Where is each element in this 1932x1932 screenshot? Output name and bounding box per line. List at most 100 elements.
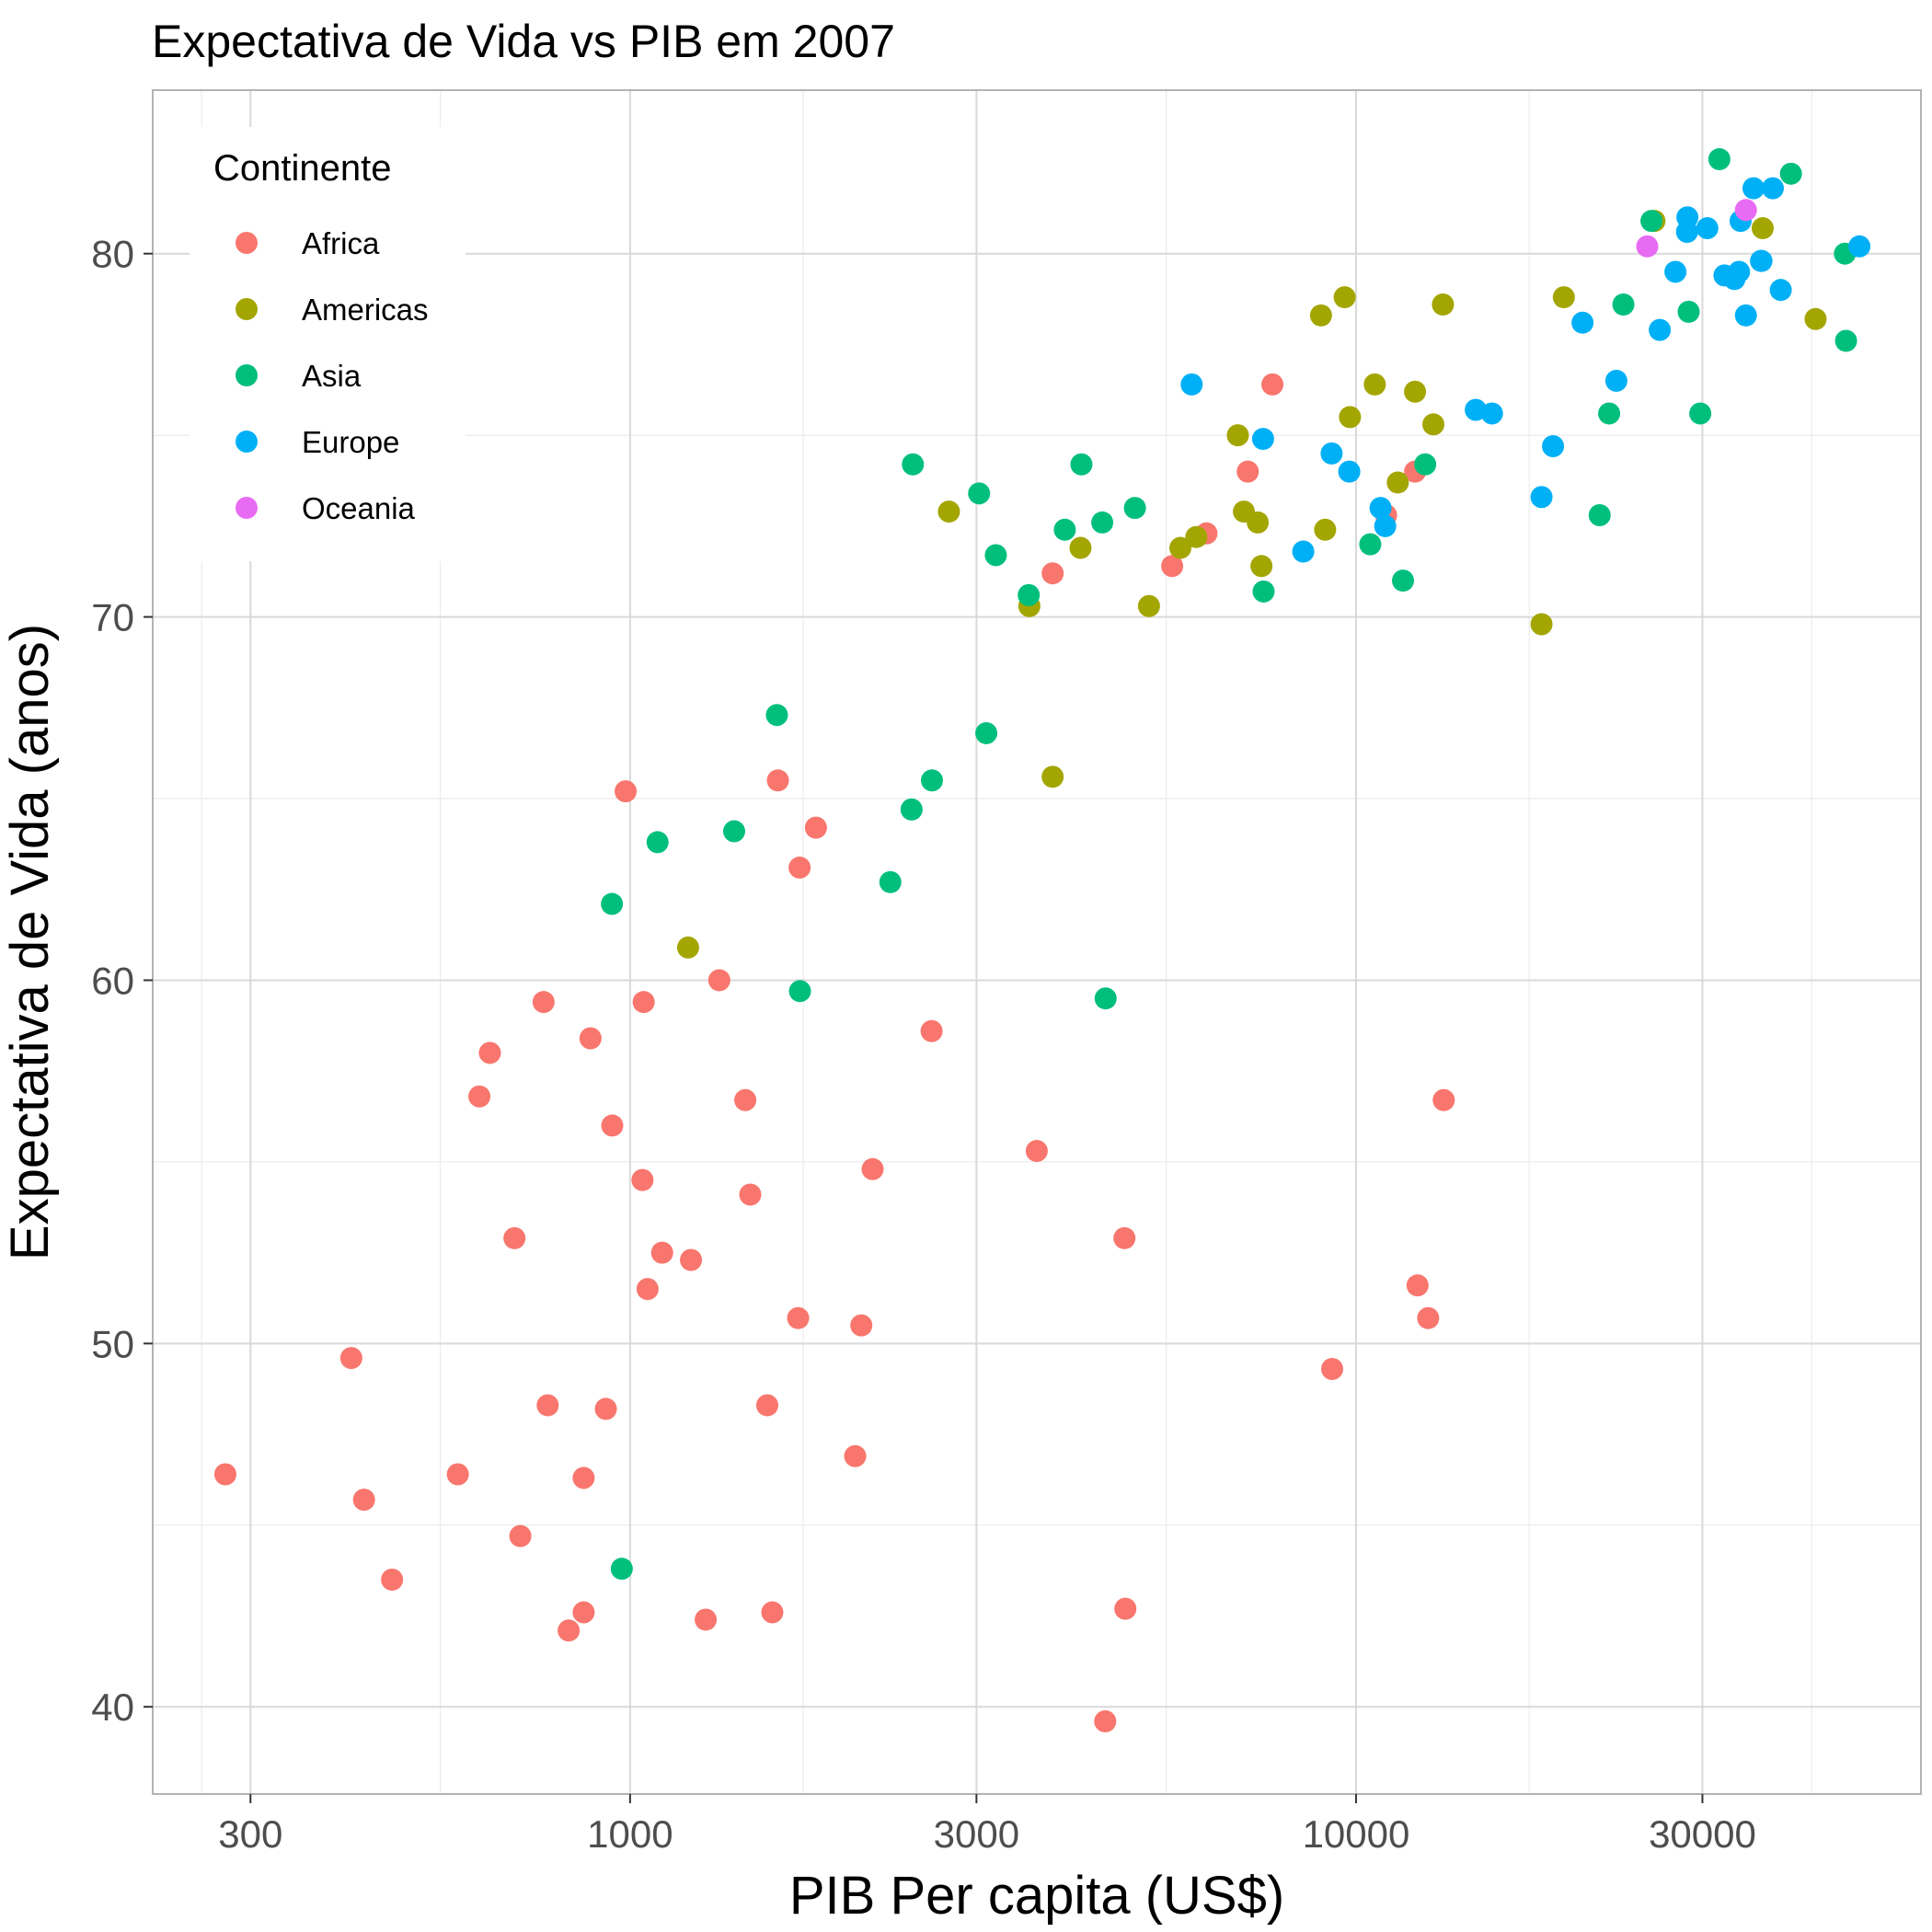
data-point-americas xyxy=(1530,613,1553,636)
data-point-africa xyxy=(680,1248,703,1271)
legend-key-americas xyxy=(236,298,258,320)
data-point-americas xyxy=(1333,286,1356,309)
data-point-asia xyxy=(610,1558,633,1581)
legend-title: Continente xyxy=(213,148,391,189)
data-point-asia xyxy=(920,769,943,792)
legend-label-europe: Europe xyxy=(302,425,399,459)
data-point-americas xyxy=(1404,380,1427,403)
data-point-asia xyxy=(1677,300,1700,323)
legend-label-asia: Asia xyxy=(302,359,362,393)
data-point-asia xyxy=(722,820,745,843)
data-point-africa xyxy=(734,1088,757,1111)
series-oceania xyxy=(1636,199,1757,258)
data-point-asia xyxy=(1588,504,1611,527)
data-point-europe xyxy=(1530,486,1553,509)
data-point-africa xyxy=(850,1314,873,1337)
data-point-africa xyxy=(1406,1274,1429,1297)
legend-key-africa xyxy=(236,232,258,254)
data-point-africa xyxy=(1417,1306,1440,1329)
data-point-asia xyxy=(1708,148,1731,171)
data-point-europe xyxy=(1604,369,1627,392)
legend-items: Africa Americas Asia Europe Oceania xyxy=(236,226,429,525)
data-point-africa xyxy=(503,1226,526,1249)
data-point-africa xyxy=(1025,1140,1048,1163)
chart-title: Expectativa de Vida vs PIB em 2007 xyxy=(152,16,895,67)
data-point-africa xyxy=(1161,555,1184,578)
data-point-africa xyxy=(844,1444,867,1467)
data-point-asia xyxy=(1612,293,1635,316)
data-point-americas xyxy=(1339,406,1362,429)
data-point-africa xyxy=(558,1619,581,1642)
data-point-africa xyxy=(213,1463,236,1486)
data-point-africa xyxy=(1094,1710,1117,1733)
data-point-africa xyxy=(861,1157,884,1180)
data-point-africa xyxy=(615,780,638,803)
y-tick-label: 80 xyxy=(91,233,134,276)
x-tick-label: 10000 xyxy=(1303,1812,1410,1856)
data-point-europe xyxy=(1374,514,1397,537)
legend-label-oceania: Oceania xyxy=(302,491,416,525)
data-point-americas xyxy=(1363,373,1386,396)
data-point-africa xyxy=(1236,460,1259,483)
data-point-americas xyxy=(1185,525,1208,548)
y-tick-label: 60 xyxy=(91,959,134,1002)
series-europe xyxy=(1180,177,1871,563)
data-point-asia xyxy=(1598,402,1621,425)
data-point-americas xyxy=(1309,304,1332,327)
data-point-africa xyxy=(536,1394,559,1417)
data-point-americas xyxy=(1386,471,1409,494)
data-point-africa xyxy=(572,1466,595,1489)
data-point-africa xyxy=(707,969,730,992)
data-point-americas xyxy=(1552,286,1575,309)
data-point-asia xyxy=(1689,402,1712,425)
data-point-americas xyxy=(1169,536,1192,559)
data-point-europe xyxy=(1728,260,1751,283)
data-point-americas xyxy=(1422,413,1445,436)
data-point-asia xyxy=(1359,533,1382,556)
data-point-americas xyxy=(1069,536,1092,559)
legend: Continente Africa Americas Asia Europe Ocean… xyxy=(190,127,466,561)
x-tick-label: 1000 xyxy=(587,1812,673,1856)
data-point-europe xyxy=(1734,304,1757,327)
data-point-asia xyxy=(1053,518,1076,541)
data-point-europe xyxy=(1320,442,1343,465)
data-point-africa xyxy=(920,1019,943,1042)
data-point-oceania xyxy=(1734,199,1757,222)
data-point-europe xyxy=(1761,177,1784,200)
data-point-africa xyxy=(381,1569,404,1592)
series-asia xyxy=(601,148,1857,1581)
data-point-africa xyxy=(509,1524,532,1547)
data-point-americas xyxy=(1247,511,1270,534)
data-point-asia xyxy=(1640,210,1663,233)
data-point-africa xyxy=(1261,373,1284,396)
data-point-africa xyxy=(761,1601,784,1624)
data-point-americas xyxy=(676,936,699,959)
data-point-oceania xyxy=(1636,235,1659,258)
data-point-asia xyxy=(1123,497,1146,520)
data-point-asia xyxy=(975,721,998,744)
data-point-asia xyxy=(984,544,1007,567)
series-africa xyxy=(213,373,1455,1733)
data-point-africa xyxy=(1113,1226,1136,1249)
data-point-europe xyxy=(1676,206,1699,229)
data-point-asia xyxy=(900,798,923,821)
data-point-asia xyxy=(968,482,991,505)
data-point-europe xyxy=(1251,428,1274,451)
legend-label-americas: Americas xyxy=(302,293,429,327)
data-point-europe xyxy=(1571,311,1594,334)
data-point-asia xyxy=(1252,580,1275,603)
data-point-africa xyxy=(631,1168,654,1191)
data-point-asia xyxy=(788,980,811,1003)
legend-key-asia xyxy=(236,364,258,386)
data-point-africa xyxy=(739,1183,762,1206)
x-tick-label: 30000 xyxy=(1649,1812,1756,1856)
data-point-asia xyxy=(1091,511,1114,534)
data-point-africa xyxy=(787,1306,810,1329)
data-point-europe xyxy=(1338,460,1361,483)
data-point-asia xyxy=(1392,569,1415,592)
data-point-africa xyxy=(1432,1088,1455,1111)
data-point-asia xyxy=(601,892,624,915)
data-point-europe xyxy=(1649,318,1672,341)
